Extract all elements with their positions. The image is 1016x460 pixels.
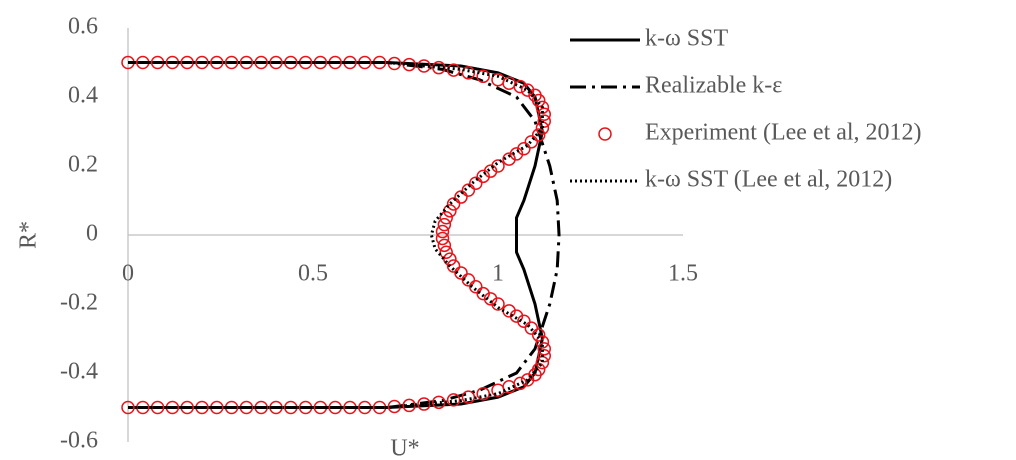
legend-label: k-ω SST (Lee et al, 2012): [645, 167, 892, 193]
data-point: [210, 55, 224, 70]
data-point: [476, 69, 490, 84]
y-tick-label: -0.2: [60, 290, 98, 316]
data-point: [121, 400, 135, 415]
data-point: [439, 211, 453, 225]
data-point: [502, 76, 516, 90]
legend-swatch: [598, 127, 612, 141]
y-tick-label: -0.4: [60, 359, 98, 385]
legend-label: Realizable k-ε: [645, 73, 782, 99]
data-point: [239, 55, 254, 70]
legend-label: k-ω SST: [645, 26, 728, 52]
data-point: [537, 342, 551, 356]
data-point: [446, 259, 461, 273]
data-point: [491, 297, 505, 311]
data-point: [461, 66, 476, 80]
data-point: [476, 386, 490, 401]
data-point: [535, 100, 550, 115]
data-point: [432, 395, 446, 410]
data-point: [502, 152, 516, 166]
data-point: [435, 231, 450, 246]
y-tick-label: -0.6: [60, 428, 98, 454]
x-tick-label: 1.5: [668, 261, 698, 287]
x-tick-label: 0: [122, 261, 134, 287]
data-point: [435, 224, 450, 239]
x-tick-label: 0.5: [298, 261, 328, 287]
data-point: [513, 79, 527, 94]
data-point: [437, 238, 452, 253]
data-point: [531, 328, 546, 342]
data-point: [520, 373, 535, 387]
data-point: [469, 176, 483, 190]
data-point: [524, 321, 539, 335]
data-point: [446, 197, 461, 211]
x-axis-title: U*: [390, 436, 419, 460]
data-point: [537, 114, 551, 128]
data-point: [454, 190, 468, 204]
data-point: [461, 273, 476, 287]
data-point: [537, 107, 551, 121]
data-point: [524, 135, 539, 149]
data-point: [446, 393, 461, 407]
y-axis-title: R*: [16, 221, 42, 249]
data-point: [439, 245, 453, 259]
data-point: [476, 169, 490, 184]
y-tick-label: 0.6: [68, 14, 98, 40]
y-tick-label: 0.4: [68, 83, 98, 109]
data-point: [254, 55, 268, 70]
data-point: [531, 128, 546, 142]
series-line: [128, 61, 561, 409]
y-tick-label: 0: [86, 221, 98, 247]
data-point: [491, 383, 505, 397]
data-point: [461, 183, 476, 197]
data-point: [469, 280, 483, 294]
data-point: [535, 335, 550, 349]
data-point: [437, 217, 452, 232]
data-point: [454, 266, 468, 280]
data-point: [537, 349, 551, 363]
series-line: [128, 61, 544, 409]
data-point: [531, 93, 546, 108]
data-point: [517, 314, 531, 328]
data-point: [224, 55, 239, 70]
legend-label: Experiment (Lee et al, 2012): [645, 120, 922, 146]
x-tick-label: 1: [492, 261, 504, 287]
y-tick-label: 0.2: [68, 152, 98, 178]
